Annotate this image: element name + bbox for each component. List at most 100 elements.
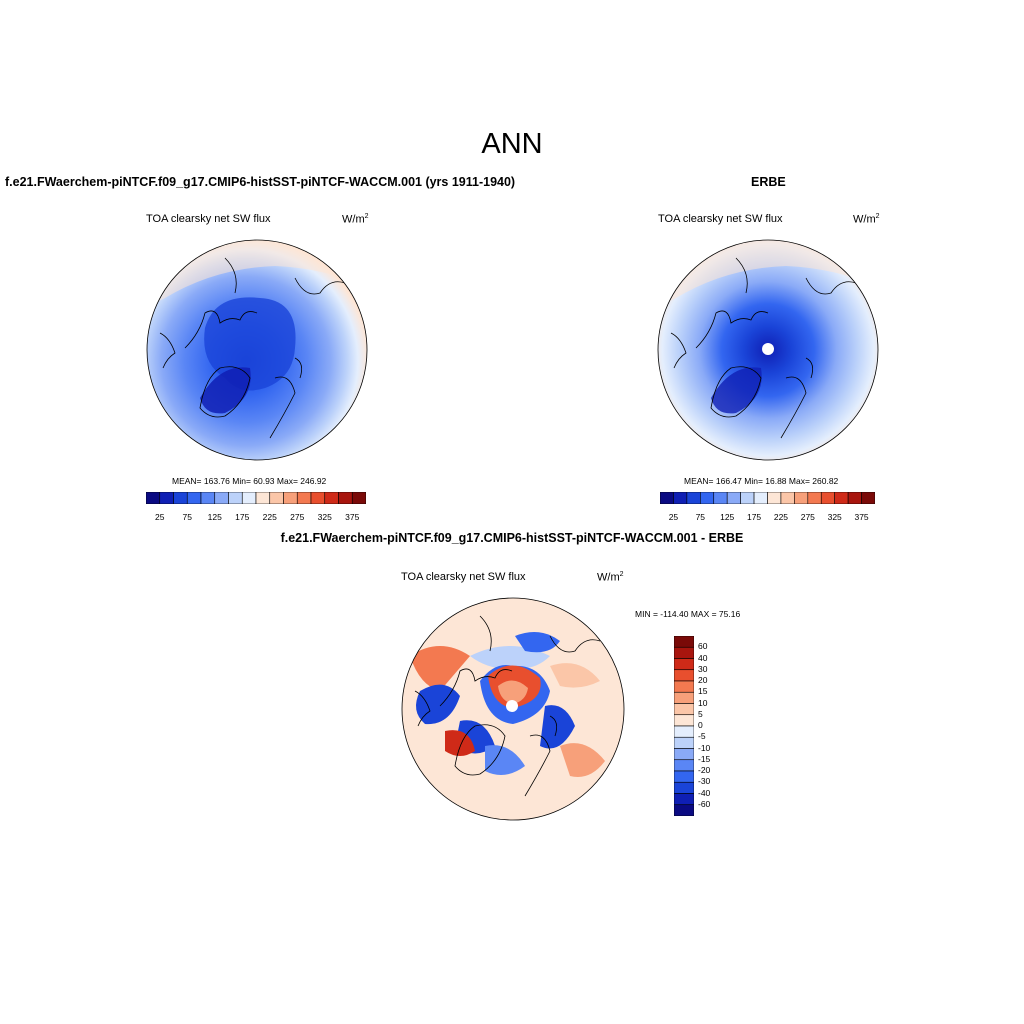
panel-2-colorbar-swatch bbox=[700, 491, 715, 505]
panel-3-colorbar-tick-label: -15 bbox=[698, 753, 711, 764]
panel-1-colorbar-swatches bbox=[145, 491, 367, 505]
panel-1-colorbar-swatch bbox=[173, 491, 188, 505]
panel-1-colorbar-swatch bbox=[310, 491, 326, 505]
panel-3-colorbar-swatch bbox=[673, 793, 695, 806]
panel-2-colorbar-tick-label: 275 bbox=[800, 512, 815, 522]
panel-3-colorbar-swatch bbox=[673, 691, 695, 704]
panel-3-colorbar-swatch bbox=[673, 770, 695, 783]
panel-3-colorbar-tick-label: -10 bbox=[698, 742, 711, 753]
panel-2-colorbar-swatch bbox=[713, 491, 728, 505]
panel-2-colorbar-swatch bbox=[820, 491, 835, 505]
panel-3-colorbar-tick-label: -30 bbox=[698, 776, 711, 787]
panel-2-colorbar-tick-label: 75 bbox=[695, 512, 706, 522]
panel-3-colorbar-tick-label: -5 bbox=[698, 731, 706, 742]
panel-1-colorbar-tick-label: 275 bbox=[290, 512, 305, 522]
panel-3-colorbar-tick-label: 0 bbox=[698, 720, 703, 730]
panel-2-colorbar-swatch bbox=[673, 491, 688, 505]
panel-1-colorbar-swatch bbox=[159, 491, 174, 505]
panel-1-colorbar-swatch bbox=[255, 491, 271, 505]
panel-3-colorbar-swatch bbox=[673, 703, 695, 716]
panel-1-colorbar-tick-label: 75 bbox=[182, 512, 192, 522]
panel-3-colorbar-tick-label: 15 bbox=[698, 686, 708, 697]
panel-3-polar-hole bbox=[506, 700, 518, 712]
panel-3-case-title: f.e21.FWaerchem-piNTCF.f09_g17.CMIP6-his… bbox=[280, 531, 744, 545]
panel-1-colorbar-swatch bbox=[296, 491, 312, 505]
panel-2-colorbar-tick-label: 325 bbox=[827, 512, 842, 522]
panel-1-units-label: W/m2 bbox=[342, 213, 369, 226]
panel-1-colorbar-labels: 25 75 125 175 225 275 325 375 bbox=[146, 509, 366, 523]
panel-3-colorbar-tick-label: 20 bbox=[698, 675, 708, 685]
panel-1-colorbar-tick-label: 125 bbox=[207, 512, 222, 522]
panel-3-colorbar-tick-label: 30 bbox=[698, 663, 708, 674]
panel-2-colorbar-swatch bbox=[740, 491, 755, 505]
panel-3-colorbar-swatch bbox=[673, 759, 695, 772]
panel-3-colorbar-swatch bbox=[673, 736, 695, 749]
panel-2-colorbar-swatch bbox=[726, 491, 741, 505]
panel-3-colorbar-swatch bbox=[673, 781, 695, 794]
panel-3-colorbar-swatch bbox=[673, 725, 695, 738]
panel-3-colorbar-tick-label: -60 bbox=[698, 798, 711, 809]
panel-3-variable-label: TOA clearsky net SW flux bbox=[401, 571, 526, 583]
panel-1-variable-label: TOA clearsky net SW flux bbox=[146, 213, 271, 225]
panel-2-colorbar-swatch bbox=[834, 491, 849, 505]
panel-3-colorbar-swatch bbox=[673, 646, 695, 659]
panel-2-colorbar-tick-label: 375 bbox=[854, 512, 869, 522]
panel-1-colorbar-swatch bbox=[186, 491, 202, 505]
panel-2-colorbar: 25 75 125 175 225 275 325 375 bbox=[659, 491, 876, 523]
panel-3-colorbar-swatch bbox=[673, 680, 695, 693]
panel-1-colorbar-swatch bbox=[228, 491, 243, 505]
panel-3-colorbar-tick-label: 5 bbox=[698, 708, 703, 719]
panel-2-colorbar-labels: 25 75 125 175 225 275 325 375 bbox=[660, 509, 875, 523]
panel-1-polar-map bbox=[146, 239, 368, 461]
panel-1-colorbar-swatch bbox=[351, 491, 367, 505]
panel-2-colorbar-swatch bbox=[659, 491, 674, 505]
panel-1-colorbar-tick-label: 25 bbox=[155, 512, 165, 522]
panel-1-colorbar: 25 75 125 175 225 275 325 375 bbox=[145, 491, 367, 523]
panel-3-stats: MIN = -114.40 MAX = 75.16 bbox=[635, 609, 741, 619]
panel-2-polar-map bbox=[657, 239, 879, 461]
panel-1-colorbar-swatch bbox=[269, 491, 284, 505]
panel-2-units-label: W/m2 bbox=[853, 213, 880, 226]
panel-1-colorbar-swatch bbox=[283, 491, 298, 505]
figure-title: ANN bbox=[481, 128, 543, 160]
panel-1-colorbar-tick-label: 325 bbox=[317, 512, 332, 522]
panel-2-colorbar-swatch bbox=[780, 491, 795, 505]
panel-2-colorbar-swatch bbox=[794, 491, 809, 505]
panel-2-colorbar-tick-label: 125 bbox=[720, 512, 735, 522]
panel-1-colorbar-swatch bbox=[214, 491, 229, 505]
panel-1-colorbar-tick-label: 175 bbox=[235, 512, 250, 522]
panel-2-colorbar-swatch bbox=[861, 491, 876, 505]
panel-2-colorbar-swatch bbox=[767, 491, 782, 505]
panel-3-colorbar-swatch bbox=[673, 748, 695, 761]
panel-3-colorbar-tick-label: 60 bbox=[698, 641, 708, 652]
panel-3-colorbar-labels: 60 40 30 20 15 10 5 0 -5 -10 -15 -20 -30 -40 -60 bbox=[698, 636, 728, 816]
panel-1-stats: MEAN= 163.76 Min= 60.93 Max= 246.92 bbox=[172, 476, 327, 486]
panel-2-colorbar-swatches bbox=[659, 491, 876, 505]
panel-1-colorbar-swatch bbox=[338, 491, 353, 505]
panel-1-colorbar-swatch bbox=[324, 491, 339, 505]
panel-3-colorbar-tick-label: 10 bbox=[698, 697, 708, 708]
panel-3-colorbar-tick-label: -40 bbox=[698, 787, 711, 798]
panel-2-colorbar-swatch bbox=[847, 491, 862, 505]
panel-1-colorbar-tick-label: 225 bbox=[262, 512, 277, 522]
panel-2-colorbar-swatch bbox=[807, 491, 822, 505]
panel-2-colorbar-tick-label: 175 bbox=[746, 512, 762, 522]
panel-2-colorbar-tick-label: 225 bbox=[773, 512, 789, 522]
panel-2-polar-hole bbox=[762, 343, 774, 355]
panel-2-stats: MEAN= 166.47 Min= 16.88 Max= 260.82 bbox=[684, 476, 839, 486]
panel-3-polar-map bbox=[401, 597, 625, 821]
panel-3-colorbar-swatch bbox=[673, 635, 695, 648]
panel-3-colorbar bbox=[673, 635, 695, 821]
panel-3-colorbar-swatch bbox=[673, 804, 695, 817]
panel-3-colorbar-swatches bbox=[673, 635, 695, 817]
panel-2-case-title: ERBE bbox=[751, 175, 786, 189]
panel-3-colorbar-tick-label: -20 bbox=[698, 765, 711, 775]
panel-2-variable-label: TOA clearsky net SW flux bbox=[658, 213, 783, 225]
panel-2-colorbar-swatch bbox=[686, 491, 701, 505]
panel-1-colorbar-swatch bbox=[145, 491, 161, 505]
panel-2-colorbar-swatch bbox=[753, 491, 768, 505]
panel-1-case-title: f.e21.FWaerchem-piNTCF.f09_g17.CMIP6-his… bbox=[5, 175, 516, 189]
panel-3-colorbar-tick-label: 40 bbox=[698, 652, 708, 663]
panel-3-colorbar-swatch bbox=[673, 669, 695, 682]
panel-3-colorbar-swatch bbox=[673, 714, 695, 727]
